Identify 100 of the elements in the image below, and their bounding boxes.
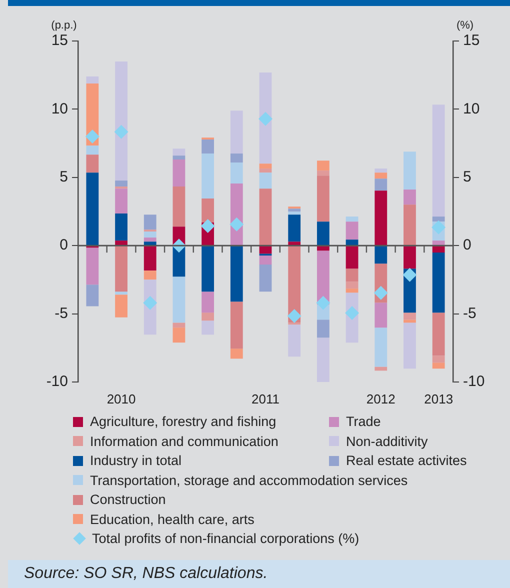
bar [404, 204, 416, 246]
point [402, 268, 417, 282]
bar [404, 152, 416, 190]
bar [86, 248, 99, 285]
legend-label: Information and communication [90, 434, 278, 449]
y-tick-label: -10 [46, 373, 68, 390]
legend-label: Agriculture, forestry and fishing [90, 414, 276, 430]
bar [404, 246, 416, 269]
bar [144, 242, 156, 246]
bar [172, 328, 186, 343]
bar [374, 168, 388, 173]
bar [86, 154, 99, 173]
bar [259, 256, 272, 265]
bar [374, 246, 388, 264]
bar [432, 104, 445, 217]
bar [346, 222, 358, 240]
legend-label: Real estate activites [346, 453, 467, 468]
bar [316, 176, 330, 222]
bar [316, 170, 330, 176]
bar [404, 190, 416, 205]
legend-label: Non-additivity [346, 434, 428, 449]
bar [316, 222, 330, 246]
point [258, 112, 272, 126]
bar [404, 322, 416, 369]
bar [172, 276, 186, 323]
bar [230, 162, 243, 184]
bar [346, 282, 358, 289]
bar [288, 324, 301, 357]
point [85, 129, 100, 144]
bar [115, 246, 128, 292]
bar [316, 160, 330, 171]
bar [86, 146, 99, 155]
legend-label: Construction [90, 492, 166, 508]
bar [144, 238, 156, 242]
bar [144, 246, 156, 271]
bar [202, 312, 214, 321]
bar [346, 216, 358, 222]
y2-tick-label: 0 [463, 236, 472, 254]
bar [115, 188, 128, 214]
bar [288, 214, 301, 242]
point [316, 296, 330, 310]
bar [259, 246, 272, 254]
bar [202, 320, 214, 335]
x-tick-label: 2012 [366, 391, 396, 406]
bar [346, 246, 358, 269]
bar [172, 186, 186, 227]
bar [115, 180, 128, 187]
bar [86, 172, 99, 246]
y-tick-label: -5 [54, 304, 68, 322]
bar [115, 240, 128, 246]
point [432, 220, 446, 234]
bar [288, 208, 301, 212]
point [345, 306, 360, 320]
point [114, 124, 128, 139]
bar [346, 288, 358, 293]
bar [259, 168, 272, 173]
bar [230, 302, 243, 349]
bar [202, 198, 214, 223]
bar [115, 294, 128, 318]
bar [374, 190, 388, 246]
bar [432, 216, 445, 222]
point [230, 217, 244, 232]
bar [288, 212, 301, 215]
y2-tick-label: 5 [463, 168, 472, 186]
bar [86, 76, 99, 84]
x-tick-label: 2011 [252, 391, 280, 406]
bar [172, 160, 186, 187]
bar [202, 139, 214, 154]
bar [202, 154, 214, 199]
bar [288, 242, 301, 246]
bar [230, 246, 243, 302]
bar [259, 188, 272, 246]
bar [230, 154, 243, 163]
x-tick-label: 2010 [106, 391, 136, 406]
y2-tick-label: 15 [463, 32, 480, 50]
bar [144, 270, 156, 280]
bar [432, 356, 445, 363]
bar [202, 292, 214, 313]
y-tick-label: 10 [51, 100, 68, 118]
bar [432, 362, 445, 369]
bar [404, 320, 416, 323]
bar [172, 148, 186, 156]
point [374, 286, 388, 300]
bar [374, 302, 388, 328]
y2-tick-label: -5 [463, 304, 476, 322]
bar [115, 292, 128, 295]
bar [172, 156, 186, 160]
legend-label: Trade [346, 414, 381, 430]
bar [230, 348, 243, 359]
bar [432, 252, 445, 313]
bar [230, 110, 243, 154]
x-tick-label: 2013 [424, 391, 454, 406]
bar [172, 322, 186, 328]
bar [259, 264, 272, 292]
y2-axis-title: (%) [456, 20, 474, 32]
bar [432, 246, 445, 253]
point [143, 296, 158, 310]
point [287, 308, 302, 323]
bar [346, 240, 358, 246]
legend-label: Education, health care, arts [90, 512, 254, 527]
